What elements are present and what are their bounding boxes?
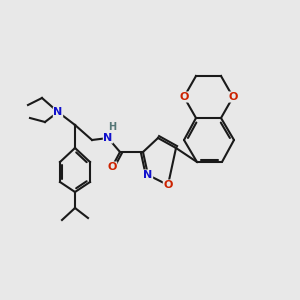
Text: O: O <box>163 180 173 190</box>
Text: N: N <box>53 107 63 117</box>
Text: N: N <box>103 133 112 143</box>
Text: H: H <box>108 122 116 132</box>
Text: O: O <box>228 92 238 102</box>
Text: O: O <box>179 92 189 102</box>
Text: O: O <box>107 162 117 172</box>
Text: N: N <box>143 170 153 180</box>
